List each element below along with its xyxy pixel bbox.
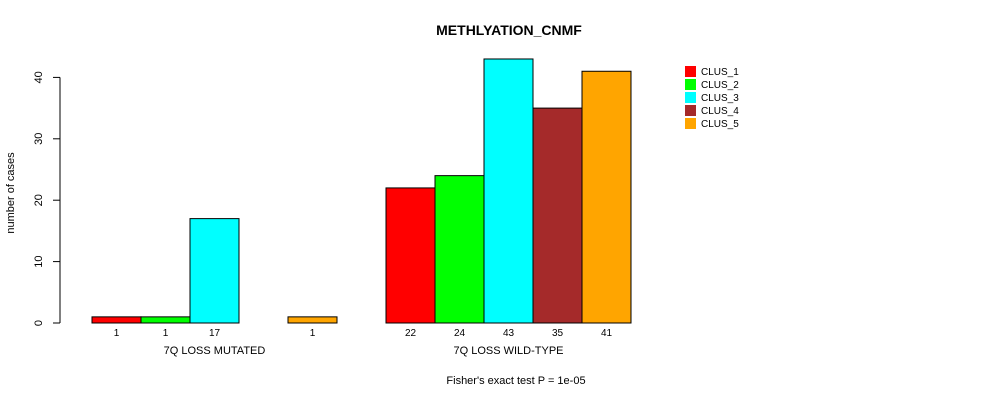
bar-clus_2-group-1 bbox=[140, 316, 191, 324]
legend-label-clus_5: CLUS_5 bbox=[701, 119, 739, 130]
group-label-1: 7Q LOSS MUTATED bbox=[164, 345, 266, 357]
count-label: 35 bbox=[552, 328, 564, 339]
legend-swatch-clus_1 bbox=[685, 66, 696, 77]
y-tick-label: 40 bbox=[33, 71, 45, 83]
legend-label-clus_4: CLUS_4 bbox=[701, 106, 739, 117]
y-axis-label: number of cases bbox=[5, 152, 17, 234]
bar-clus_5-group-1 bbox=[287, 316, 338, 324]
count-labels-layer: 1 1 17 1 22 24 43 35 41 bbox=[114, 328, 613, 339]
legend-swatch-clus_2 bbox=[685, 79, 696, 90]
count-label: 41 bbox=[601, 328, 613, 339]
legend: CLUS_1 CLUS_2 CLUS_3 CLUS_4 CLUS_5 bbox=[685, 66, 739, 130]
bar-clus_2-group-2 bbox=[434, 175, 485, 324]
legend-swatch-clus_5 bbox=[685, 118, 696, 129]
y-tick-label: 20 bbox=[33, 194, 45, 206]
bars-layer bbox=[91, 58, 632, 324]
count-label: 1 bbox=[114, 328, 120, 339]
y-tick-label: 0 bbox=[33, 320, 45, 326]
count-label: 43 bbox=[503, 328, 515, 339]
bar-clus_4-group-2 bbox=[532, 107, 583, 324]
bar-clus_3-group-1 bbox=[189, 218, 240, 324]
y-axis: 0 10 20 30 40 bbox=[33, 71, 61, 326]
count-label: 1 bbox=[163, 328, 169, 339]
legend-swatch-clus_3 bbox=[685, 92, 696, 103]
count-label: 24 bbox=[454, 328, 466, 339]
count-label: 22 bbox=[405, 328, 417, 339]
chart-title: METHLYATION_CNMF bbox=[436, 22, 582, 38]
group-labels-layer: 7Q LOSS MUTATED 7Q LOSS WILD-TYPE bbox=[164, 345, 564, 357]
group-label-2: 7Q LOSS WILD-TYPE bbox=[453, 345, 563, 357]
bar-clus_5-group-2 bbox=[581, 70, 632, 324]
legend-label-clus_3: CLUS_3 bbox=[701, 93, 739, 104]
count-label: 1 bbox=[310, 328, 316, 339]
legend-swatch-clus_4 bbox=[685, 105, 696, 116]
bar-clus_1-group-2 bbox=[385, 187, 436, 324]
legend-label-clus_2: CLUS_2 bbox=[701, 80, 739, 91]
legend-label-clus_1: CLUS_1 bbox=[701, 67, 739, 78]
bar-clus_1-group-1 bbox=[91, 316, 142, 324]
fisher-test-footer: Fisher's exact test P = 1e-05 bbox=[446, 375, 585, 387]
y-tick-label: 10 bbox=[33, 255, 45, 267]
y-tick-label: 30 bbox=[33, 133, 45, 145]
count-label: 17 bbox=[209, 328, 221, 339]
bar-clus_3-group-2 bbox=[483, 58, 534, 324]
